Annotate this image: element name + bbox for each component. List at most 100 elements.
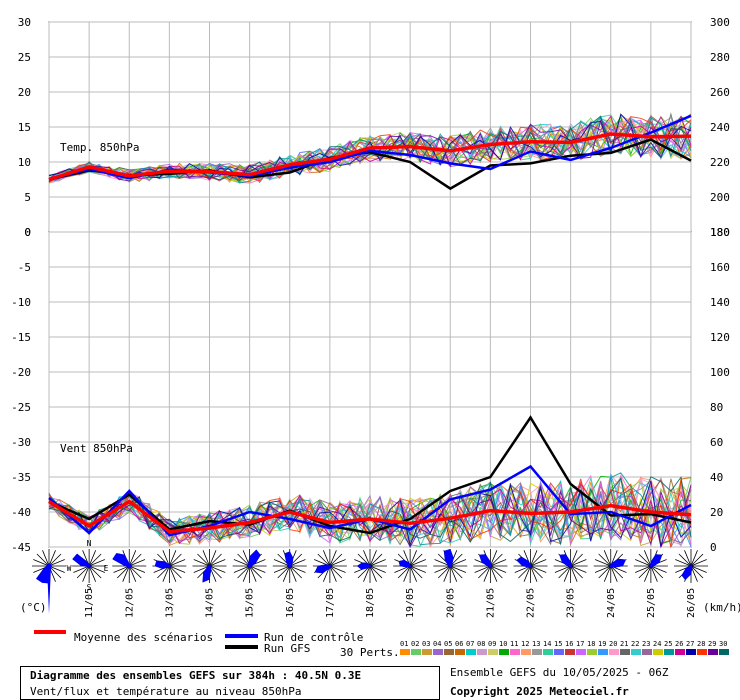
legend-pert-swatch	[400, 649, 410, 655]
rose-spoke	[409, 565, 426, 573]
wind-rose	[674, 549, 708, 583]
legend-pert-number: 08	[477, 640, 485, 648]
legend-pert-number: 27	[686, 640, 694, 648]
legend-pert-swatch	[620, 649, 630, 655]
y-tick-left: 15	[18, 121, 31, 134]
rose-spoke	[273, 565, 290, 573]
rose-spoke	[193, 565, 210, 573]
date-label: 12/05	[124, 588, 135, 618]
rose-spoke	[113, 565, 130, 573]
wind-rose	[633, 549, 668, 583]
rose-petals	[609, 558, 627, 568]
rose-spoke	[48, 559, 65, 567]
rose-spoke	[450, 565, 467, 573]
legend-pert-swatch	[543, 649, 553, 655]
footer-title: Diagramme des ensembles GEFS sur 384h : …	[30, 669, 362, 682]
y-tick-left: 20	[18, 86, 31, 99]
mean-line	[48, 499, 692, 534]
wind-rose	[353, 549, 387, 583]
rose-spoke	[443, 565, 451, 582]
rose-spoke	[369, 553, 383, 567]
rose-spoke	[369, 550, 377, 567]
legend-pert-swatch	[422, 649, 432, 655]
wind-rose	[232, 549, 267, 583]
rose-spoke	[162, 550, 170, 567]
rose-spoke	[594, 565, 611, 573]
y-tick-right: 180	[710, 226, 730, 239]
rose-spoke	[48, 565, 65, 573]
date-label: 16/05	[285, 588, 296, 618]
legend-pert-number: 23	[642, 640, 650, 648]
rose-spoke	[249, 565, 266, 573]
wind-panel-title: Vent 850hPa	[60, 442, 133, 455]
legend: Moyenne des scénarios Run de contrôleRun …	[34, 630, 729, 659]
rose-spoke	[409, 550, 418, 567]
rose-spoke	[530, 559, 547, 567]
rose-spoke	[603, 565, 612, 582]
legend-pert-number: 17	[576, 640, 584, 648]
legend-pert-swatch	[587, 649, 597, 655]
copyright: Copyright 2025 Meteociel.fr	[450, 685, 629, 698]
legend-pert-number: 14	[543, 640, 551, 648]
legend-pert-number: 21	[620, 640, 628, 648]
rose-spoke	[483, 565, 491, 582]
rose-spoke	[678, 553, 692, 567]
rose-spoke	[329, 565, 343, 579]
legend-pert-swatch	[499, 649, 509, 655]
legend-pert-number: 28	[697, 640, 705, 648]
rose-spoke	[650, 565, 667, 573]
y-tick-right: 20	[710, 506, 723, 519]
wind-rose	[72, 549, 107, 583]
rose-spoke	[242, 565, 250, 582]
date-label: 13/05	[164, 588, 175, 618]
rose-spoke	[249, 565, 257, 582]
rose-spoke	[329, 559, 346, 567]
legend-pert-swatch	[642, 649, 652, 655]
legend-pert-swatch	[697, 649, 707, 655]
rose-petals	[443, 548, 454, 568]
legend-pert-number: 07	[466, 640, 474, 648]
rose-spoke	[594, 559, 611, 567]
legend-pert-swatch	[565, 649, 575, 655]
wind-rose	[513, 549, 548, 583]
rose-spoke	[82, 565, 90, 582]
y-tick-right: 60	[710, 436, 723, 449]
y-tick-right: 180	[710, 226, 730, 239]
y-tick-left: 10	[18, 156, 31, 169]
rose-spoke	[409, 553, 423, 567]
rose-spoke	[169, 565, 186, 573]
rose-spoke	[33, 559, 50, 567]
legend-pert-swatch	[466, 649, 476, 655]
legend-pert-swatch	[455, 649, 465, 655]
rose-spoke	[233, 559, 250, 567]
rose-spoke	[73, 565, 90, 573]
rose-spoke	[530, 565, 547, 573]
y-tick-left: 5	[24, 191, 31, 204]
rose-compass-letter: S	[87, 583, 92, 592]
legend-pert-number: 04	[433, 640, 441, 648]
legend-pert-number: 13	[532, 640, 540, 648]
perturbation-line	[48, 115, 692, 182]
date-label: 20/05	[445, 588, 456, 618]
rose-spoke	[169, 559, 186, 567]
date-label: 19/05	[405, 588, 416, 618]
legend-pert-swatch	[411, 649, 421, 655]
rose-spoke	[570, 565, 583, 579]
rose-spoke	[162, 565, 170, 582]
legend-pert-swatch	[444, 649, 454, 655]
legend-pert-number: 05	[444, 640, 452, 648]
date-label: 26/05	[686, 588, 697, 618]
rose-spoke	[128, 565, 142, 579]
rose-spoke	[437, 565, 451, 579]
legend-pert-swatch	[598, 649, 608, 655]
legend-pert-swatch	[653, 649, 663, 655]
rose-petals	[356, 562, 372, 570]
temp-panel-title: Temp. 850hPa	[60, 141, 139, 154]
legend-pert-swatch	[433, 649, 443, 655]
legend-pert-number: 16	[565, 640, 573, 648]
rose-spoke	[122, 565, 130, 582]
legend-pert-swatch	[576, 649, 586, 655]
rose-spoke	[48, 550, 56, 567]
rose-spoke	[329, 565, 346, 573]
rose-spoke	[610, 565, 624, 579]
